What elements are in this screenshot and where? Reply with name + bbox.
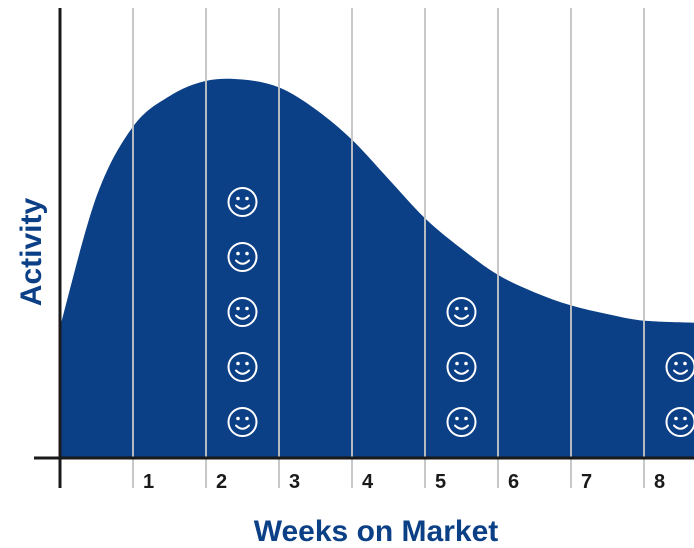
smiley-face-icon: [665, 407, 694, 437]
x-tick-label-1: 1: [143, 471, 154, 493]
x-tick-label-2: 2: [216, 471, 227, 493]
activity-area: [60, 8, 694, 458]
smiley-face-icon: [665, 352, 694, 382]
smiley-face-icon: [446, 297, 477, 327]
smiley-face-icon: [446, 352, 477, 382]
smiley-face-icon: [227, 242, 258, 272]
x-tick-label-5: 5: [435, 471, 446, 493]
smiley-face-icon: [446, 407, 477, 437]
smiley-markers: [227, 187, 694, 437]
smiley-face-icon: [227, 187, 258, 217]
x-tick-label-3: 3: [289, 471, 300, 493]
axes: [34, 8, 694, 488]
x-tick-label-8: 8: [654, 471, 665, 493]
activity-area-fill: [60, 78, 694, 458]
smiley-face-icon: [227, 352, 258, 382]
smiley-face-icon: [227, 407, 258, 437]
y-axis-title: Activity: [15, 198, 48, 307]
x-tick-labels: 1 2 3 4 5 6 7 8: [143, 471, 665, 493]
x-tick-label-4: 4: [362, 471, 374, 493]
x-tick-label-7: 7: [581, 471, 592, 493]
smiley-face-icon: [227, 297, 258, 327]
x-tick-label-6: 6: [508, 471, 519, 493]
x-axis-title: Weeks on Market: [254, 515, 499, 548]
